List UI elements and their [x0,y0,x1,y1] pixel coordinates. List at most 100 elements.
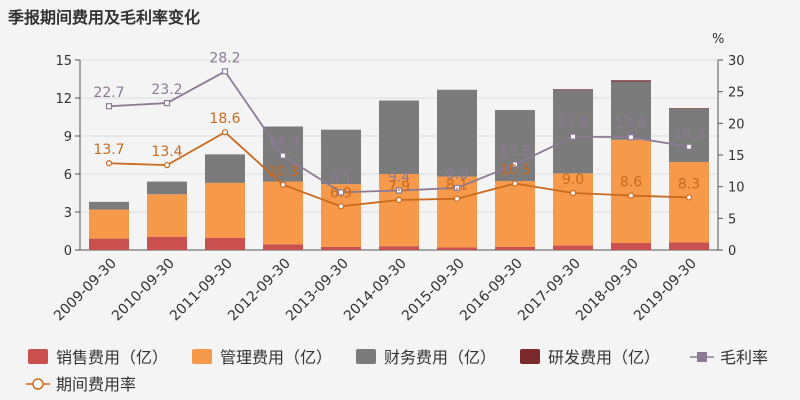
legend-label: 毛利率 [720,348,768,367]
bar-segment [437,247,477,250]
data-label: 28.2 [209,50,240,66]
legend-swatch [520,349,540,364]
data-label: 13.4 [151,144,182,160]
data-label: 14.9 [267,135,298,151]
line-point [627,192,635,199]
line-point [163,99,171,107]
right-tick-label: 5 [728,212,736,227]
data-label: 17.9 [557,116,588,132]
line-point [511,161,519,168]
data-label: 9.8 [446,167,468,183]
data-label: 13.5 [499,144,530,160]
bar-segment [495,180,535,247]
right-tick-label: 25 [728,86,745,101]
legend-marker [32,378,44,390]
line-point [221,68,229,75]
data-label: 9.1 [330,171,352,187]
left-tick-label: 15 [55,54,72,69]
bar-segment [379,100,419,174]
bar-segment [611,139,651,244]
bar-segment [611,81,651,140]
bar-segment [379,246,419,250]
bar-segment [669,108,709,109]
data-label: 22.7 [93,85,124,101]
line-point [569,133,577,140]
bar-segment [321,246,361,250]
bar-segment [669,108,709,162]
line-point [627,134,635,141]
data-label: 10.5 [499,163,530,179]
bar-segment [611,243,651,250]
line-point [337,189,345,196]
bar-segment [553,89,593,90]
bar-segment [147,194,187,237]
legend-swatch [28,349,48,364]
data-label: 8.3 [678,176,700,192]
bar-segment [263,181,303,245]
bar-segment [147,236,187,250]
right-tick-label: 10 [728,181,745,196]
data-label: 13.7 [93,142,124,158]
line-point [279,152,287,159]
data-label: 17.8 [615,116,646,132]
line-point [395,187,403,194]
legend-label: 管理费用（亿） [220,348,332,367]
line-point [105,160,113,167]
legend-label: 财务费用（亿） [384,348,496,367]
bar-segment [263,244,303,250]
bar-segment [553,89,593,174]
line-point [453,195,461,202]
bar-segment [89,201,129,210]
legend-marker [697,352,707,362]
line-point [569,189,577,197]
left-tick-label: 0 [64,244,72,259]
left-tick-label: 6 [64,168,72,183]
right-tick-label: 30 [728,54,745,69]
bar-segment [669,161,709,243]
data-label: 18.6 [209,111,240,127]
data-label: 9.0 [562,172,584,188]
data-label: 6.9 [330,185,352,201]
bar-segment [553,173,593,246]
bar-segment [89,238,129,250]
chart-title: 季报期间费用及毛利率变化 [8,8,201,27]
data-label: 16.3 [673,126,704,142]
data-label: 8.6 [620,175,642,191]
data-label: 8.1 [446,178,468,194]
bar-segment [553,245,593,250]
bar-segment [205,182,245,238]
right-tick-label: 20 [728,117,745,132]
right-tick-label: 15 [728,149,745,164]
bar-segment [89,209,129,239]
line-point [685,143,693,150]
line-point [163,162,171,169]
bar-segment [321,129,361,185]
line-point [511,180,519,187]
left-tick-label: 9 [64,130,72,145]
data-label: 10.3 [267,164,298,180]
line-point [395,196,403,204]
legend-label: 销售费用（亿） [56,348,168,367]
bar-segment [437,89,477,177]
legend-swatch [356,349,376,364]
bar-segment [495,246,535,250]
legend-swatch [192,349,212,364]
data-label: 9.4 [388,169,410,185]
line-point [337,203,345,210]
legend-label: 研发费用（亿） [548,348,660,367]
bar-segment [669,242,709,250]
line-point [221,129,229,136]
x-tick-label: 2019-09-30 [631,256,700,325]
line-point [105,103,113,110]
data-label: 23.2 [151,82,182,98]
data-label: 7.9 [388,179,410,195]
right-tick-label: 0 [728,244,736,259]
line-point [685,194,693,201]
bar-segment [205,237,245,250]
line-point [279,181,287,188]
bar-segment [611,80,651,82]
legend-label: 期间费用率 [56,375,136,394]
right-axis-unit: % [712,32,724,47]
line-point [453,184,461,192]
